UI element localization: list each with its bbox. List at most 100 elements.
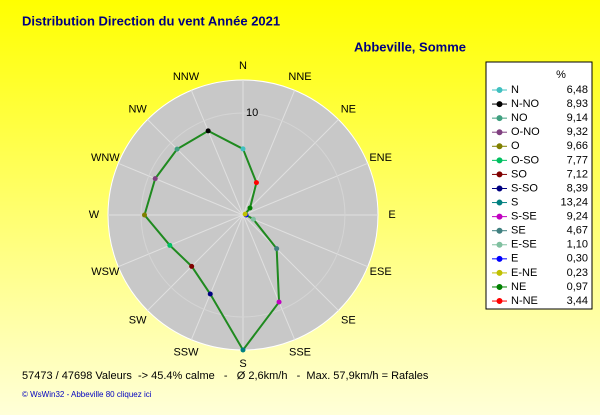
data-point bbox=[189, 263, 195, 269]
legend-value: 4,67 bbox=[567, 225, 588, 237]
data-point bbox=[152, 176, 158, 182]
legend-value: 8,39 bbox=[567, 182, 588, 194]
legend-marker bbox=[496, 129, 503, 136]
direction-label: N bbox=[239, 60, 247, 72]
legend-value: 8,93 bbox=[567, 98, 588, 110]
legend-marker bbox=[496, 115, 503, 122]
data-point bbox=[142, 212, 148, 218]
legend-label: SE bbox=[511, 225, 526, 237]
legend-label: O-SO bbox=[511, 154, 540, 166]
legend-marker bbox=[496, 255, 503, 262]
chart-title: Distribution Direction du vent Année 202… bbox=[22, 13, 280, 28]
spoke bbox=[242, 214, 368, 268]
data-point bbox=[240, 146, 246, 152]
legend-label: N bbox=[511, 84, 519, 96]
legend-label: N-NO bbox=[511, 98, 540, 110]
legend-marker bbox=[496, 213, 503, 220]
spoke bbox=[118, 162, 244, 216]
spoke bbox=[242, 214, 296, 340]
direction-label: SSE bbox=[289, 347, 311, 359]
direction-label: ESE bbox=[370, 266, 392, 278]
legend-value: 7,12 bbox=[567, 168, 588, 180]
direction-label: NNE bbox=[288, 71, 311, 83]
direction-label: WNW bbox=[91, 152, 120, 164]
data-point bbox=[174, 146, 180, 152]
legend-value: 1,10 bbox=[567, 239, 588, 251]
legend-label: S-SE bbox=[511, 211, 537, 223]
chart-subtitle: Abbeville, Somme bbox=[354, 39, 466, 54]
legend-value: 13,24 bbox=[560, 196, 588, 208]
data-point bbox=[207, 291, 213, 297]
spoke bbox=[242, 90, 296, 216]
footer: 57473 / 47698 Valeurs -> 45.4% calme - Ø… bbox=[22, 370, 429, 382]
legend-label: S-SO bbox=[511, 182, 538, 194]
legend-marker bbox=[496, 101, 503, 108]
legend-value: 9,32 bbox=[567, 126, 588, 138]
legend-label: SO bbox=[511, 168, 527, 180]
legend-marker bbox=[496, 241, 503, 248]
spoke bbox=[118, 214, 244, 268]
legend-marker bbox=[496, 298, 503, 305]
legend-label: S bbox=[511, 196, 518, 208]
spoke bbox=[242, 119, 339, 216]
legend-label: NE bbox=[511, 281, 526, 293]
legend-box bbox=[485, 61, 593, 310]
direction-label: SE bbox=[341, 314, 356, 326]
direction-label: E bbox=[388, 209, 395, 221]
spoke bbox=[242, 162, 368, 216]
direction-label: SSW bbox=[173, 347, 199, 359]
legend-value: 9,14 bbox=[567, 112, 588, 124]
data-point bbox=[205, 128, 211, 134]
legend-marker bbox=[496, 227, 503, 234]
legend-value: 7,77 bbox=[567, 154, 588, 166]
legend-marker bbox=[496, 87, 503, 93]
data-point bbox=[253, 180, 259, 186]
data-point bbox=[250, 216, 256, 222]
legend-label: O-NO bbox=[511, 126, 540, 138]
legend-marker bbox=[496, 269, 503, 276]
direction-label: NNW bbox=[173, 71, 200, 83]
data-point bbox=[276, 299, 282, 305]
legend-marker bbox=[496, 283, 503, 290]
data-point bbox=[240, 347, 246, 353]
legend-value: 6,48 bbox=[567, 84, 588, 96]
legend-value: 0,97 bbox=[567, 281, 588, 293]
data-point bbox=[274, 246, 280, 252]
legend-value: 3,44 bbox=[567, 295, 588, 307]
credit[interactable]: © WsWin32 - Abbeville 80 cliquez ici bbox=[22, 390, 152, 399]
data-point bbox=[247, 205, 253, 211]
legend-marker bbox=[496, 143, 503, 150]
legend-value: 0,30 bbox=[567, 253, 588, 265]
legend-marker bbox=[496, 185, 503, 192]
direction-label: NE bbox=[341, 104, 356, 116]
spoke bbox=[190, 214, 244, 340]
legend-label: E bbox=[511, 253, 518, 265]
spoke bbox=[242, 214, 339, 311]
legend-header: % bbox=[556, 69, 566, 81]
credit-link[interactable]: © WsWin32 - Abbeville 80 cliquez ici bbox=[22, 390, 152, 399]
spoke bbox=[147, 119, 244, 216]
legend-label: E-SE bbox=[511, 239, 537, 251]
data-point bbox=[242, 211, 248, 217]
legend-value: 9,66 bbox=[567, 140, 588, 152]
spoke bbox=[147, 214, 244, 311]
y-tick-label: 10 bbox=[246, 107, 258, 119]
legend-label: N-NE bbox=[511, 295, 538, 307]
legend-marker bbox=[496, 157, 503, 164]
legend-value: 0,23 bbox=[567, 267, 588, 279]
spoke bbox=[190, 90, 244, 216]
legend-value: 9,24 bbox=[567, 211, 588, 223]
direction-label: SW bbox=[129, 314, 147, 326]
direction-label: WSW bbox=[91, 266, 120, 278]
legend-label: O bbox=[511, 140, 520, 152]
direction-label: ENE bbox=[369, 152, 392, 164]
direction-label: S bbox=[239, 358, 246, 370]
grid-ring bbox=[140, 112, 346, 318]
legend-marker bbox=[496, 171, 503, 178]
legend-label: E-NE bbox=[511, 267, 537, 279]
direction-label: NW bbox=[128, 104, 147, 116]
data-point bbox=[167, 242, 173, 248]
legend-marker bbox=[496, 199, 503, 206]
direction-label: W bbox=[89, 209, 100, 221]
